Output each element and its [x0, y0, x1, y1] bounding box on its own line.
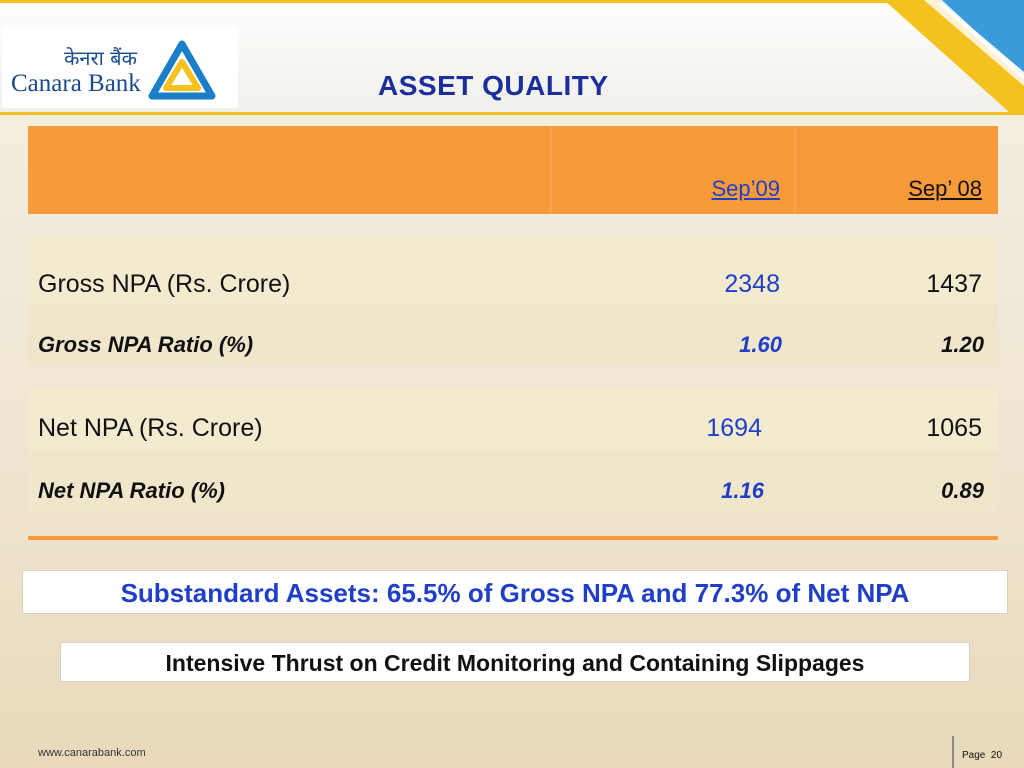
row-label: Net NPA (Rs. Crore) — [38, 414, 263, 442]
value-sep08: 1065 — [926, 414, 982, 442]
value-sep08: 1.20 — [941, 332, 984, 357]
row-label: Gross NPA Ratio (%) — [38, 332, 254, 357]
table-row-gross-npa: Gross NPA (Rs. Crore) 2348 1437 — [28, 236, 998, 304]
page-title: ASSET QUALITY — [378, 70, 609, 101]
credit-monitoring-callout: Intensive Thrust on Credit Monitoring an… — [60, 642, 970, 682]
value-sep08: 1437 — [926, 270, 982, 298]
page-number: 20 — [990, 750, 1003, 761]
column-header-sep08: Sep’ 08 — [908, 176, 982, 201]
logo-english-text: Canara Bank — [11, 70, 141, 97]
value-sep08: 0.89 — [941, 478, 984, 503]
value-sep09: 1694 — [706, 414, 762, 442]
table-row-net-npa-ratio: Net NPA Ratio (%) 1.16 0.89 — [28, 450, 998, 512]
footer-website: www.canarabank.com — [38, 747, 146, 759]
value-sep09: 1.16 — [721, 478, 764, 503]
footer-page-indicator: Page 20 — [962, 750, 1002, 761]
corner-stripes-decoration — [884, 0, 1024, 112]
row-label: Gross NPA (Rs. Crore) — [38, 270, 291, 298]
top-accent-line — [0, 0, 1024, 3]
table-header-row: Sep’09 Sep’ 08 — [28, 126, 998, 214]
value-sep09: 2348 — [724, 270, 780, 298]
canara-triangle-icon — [148, 40, 216, 100]
table-row-gross-npa-ratio: Gross NPA Ratio (%) 1.60 1.20 — [28, 304, 998, 366]
row-label: Net NPA Ratio (%) — [38, 478, 225, 503]
value-sep09: 1.60 — [739, 332, 782, 357]
substandard-assets-callout: Substandard Assets: 65.5% of Gross NPA a… — [22, 570, 1008, 614]
column-divider — [550, 126, 552, 214]
table-row-net-npa: Net NPA (Rs. Crore) 1694 1065 — [28, 388, 998, 450]
bank-logo: केनरा बैंक Canara Bank — [2, 28, 238, 108]
logo-hindi-text: केनरा बैंक — [64, 46, 137, 70]
column-divider — [794, 126, 796, 214]
column-header-sep09: Sep’09 — [711, 176, 780, 201]
page-label: Page — [962, 750, 986, 761]
table-bottom-rule — [28, 536, 998, 540]
footer-divider — [952, 736, 954, 768]
